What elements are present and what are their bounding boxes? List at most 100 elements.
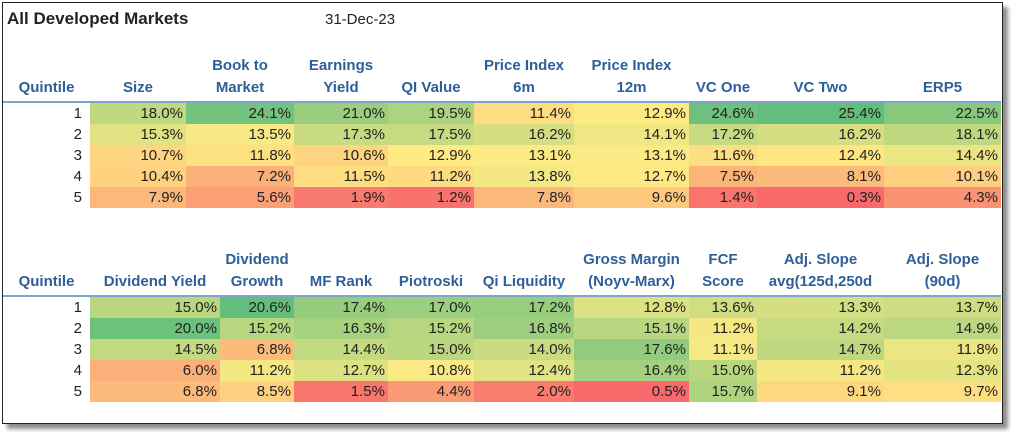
column-header: Book to Market <box>186 55 294 103</box>
value-cell: 16.8% <box>474 318 574 339</box>
value-cell: 7.9% <box>90 187 186 208</box>
value-cell: 12.7% <box>574 166 689 187</box>
value-cell: 14.0% <box>474 339 574 360</box>
column-header: Adj. Slope avg(125d,250d <box>757 249 884 297</box>
quintile-label: 3 <box>3 145 90 166</box>
quintile-header: Quintile <box>3 249 90 297</box>
value-cell: 1.9% <box>294 187 388 208</box>
value-cell: 17.2% <box>689 124 757 145</box>
value-cell: 12.8% <box>574 296 689 318</box>
value-cell: 18.0% <box>90 102 186 124</box>
column-header: Price Index 12m <box>574 55 689 103</box>
value-cell: 15.0% <box>90 296 220 318</box>
value-cell: 15.1% <box>574 318 689 339</box>
value-cell: 6.0% <box>90 360 220 381</box>
value-cell: 21.0% <box>294 102 388 124</box>
value-cell: 17.3% <box>294 124 388 145</box>
column-header: Price Index 6m <box>474 55 574 103</box>
value-cell: 11.4% <box>474 102 574 124</box>
table-row: 2 15.3% 13.5% 17.3% 17.5% 16.2% 14.1% 17.2% 16.2… <box>3 124 1001 145</box>
value-cell: 13.6% <box>689 296 757 318</box>
table-row: 5 6.8% 8.5% 1.5% 4.4% 2.0% 0.5% 15.7% 9.1% 9.7% <box>3 381 1001 402</box>
value-cell: 0.5% <box>574 381 689 402</box>
quintile-label: 1 <box>3 296 90 318</box>
value-cell: 15.3% <box>90 124 186 145</box>
value-cell: 14.4% <box>884 145 1001 166</box>
table-row: 3 10.7% 11.8% 10.6% 12.9% 13.1% 13.1% 11.6% 12.4… <box>3 145 1001 166</box>
value-cell: 13.3% <box>757 296 884 318</box>
value-cell: 13.1% <box>574 145 689 166</box>
value-cell: 13.5% <box>186 124 294 145</box>
value-cell: 11.2% <box>757 360 884 381</box>
value-cell: 22.5% <box>884 102 1001 124</box>
value-cell: 7.5% <box>689 166 757 187</box>
value-cell: 17.6% <box>574 339 689 360</box>
value-cell: 11.1% <box>689 339 757 360</box>
table-row: 4 10.4% 7.2% 11.5% 11.2% 13.8% 12.7% 7.5% 8.1% 10… <box>3 166 1001 187</box>
value-cell: 13.8% <box>474 166 574 187</box>
table-row: 3 14.5% 6.8% 14.4% 15.0% 14.0% 17.6% 11.1% 14.7%… <box>3 339 1001 360</box>
column-header: VC Two <box>757 55 884 103</box>
value-cell: 15.7% <box>689 381 757 402</box>
column-header: VC One <box>689 55 757 103</box>
value-cell: 12.4% <box>474 360 574 381</box>
value-cell: 15.0% <box>689 360 757 381</box>
table-row: 1 15.0% 20.6% 17.4% 17.0% 17.2% 12.8% 13.6% 13.3… <box>3 296 1001 318</box>
value-cell: 1.4% <box>689 187 757 208</box>
column-header: Earnings Yield <box>294 55 388 103</box>
quintile-table-1: Quintile Size Book to Market Earnings Yield… <box>3 55 1001 208</box>
value-cell: 7.2% <box>186 166 294 187</box>
value-cell: 11.5% <box>294 166 388 187</box>
column-header: QI Value <box>388 55 474 103</box>
value-cell: 20.0% <box>90 318 220 339</box>
value-cell: 19.5% <box>388 102 474 124</box>
page-title: All Developed Markets <box>7 9 189 28</box>
value-cell: 9.7% <box>884 381 1001 402</box>
value-cell: 24.6% <box>689 102 757 124</box>
value-cell: 16.3% <box>294 318 388 339</box>
column-header: MF Rank <box>294 249 388 297</box>
value-cell: 12.3% <box>884 360 1001 381</box>
value-cell: 16.2% <box>474 124 574 145</box>
value-cell: 17.4% <box>294 296 388 318</box>
value-cell: 8.1% <box>757 166 884 187</box>
table-row: 2 20.0% 15.2% 16.3% 15.2% 16.8% 15.1% 11.2% 14.2… <box>3 318 1001 339</box>
value-cell: 11.2% <box>689 318 757 339</box>
value-cell: 12.7% <box>294 360 388 381</box>
value-cell: 11.8% <box>186 145 294 166</box>
value-cell: 18.1% <box>884 124 1001 145</box>
quintile-label: 2 <box>3 124 90 145</box>
value-cell: 17.5% <box>388 124 474 145</box>
value-cell: 0.3% <box>757 187 884 208</box>
quintile-label: 5 <box>3 187 90 208</box>
value-cell: 16.4% <box>574 360 689 381</box>
report-date: 31-Dec-23 <box>325 11 396 28</box>
quintile-label: 4 <box>3 360 90 381</box>
value-cell: 20.6% <box>220 296 294 318</box>
value-cell: 12.9% <box>388 145 474 166</box>
quintile-header: Quintile <box>3 55 90 103</box>
value-cell: 25.4% <box>757 102 884 124</box>
quintile-label: 2 <box>3 318 90 339</box>
column-header: Dividend Growth <box>220 249 294 297</box>
value-cell: 2.0% <box>474 381 574 402</box>
column-header: Dividend Yield <box>90 249 220 297</box>
value-cell: 24.1% <box>186 102 294 124</box>
value-cell: 10.7% <box>90 145 186 166</box>
value-cell: 10.8% <box>388 360 474 381</box>
column-header: Gross Margin (Noyv-Marx) <box>574 249 689 297</box>
value-cell: 9.1% <box>757 381 884 402</box>
value-cell: 13.1% <box>474 145 574 166</box>
column-header: Size <box>90 55 186 103</box>
value-cell: 9.6% <box>574 187 689 208</box>
value-cell: 10.4% <box>90 166 186 187</box>
table-row: 5 7.9% 5.6% 1.9% 1.2% 7.8% 9.6% 1.4% 0.3% 4.3% <box>3 187 1001 208</box>
value-cell: 11.2% <box>220 360 294 381</box>
column-header: FCF Score <box>689 249 757 297</box>
value-cell: 14.7% <box>757 339 884 360</box>
value-cell: 6.8% <box>220 339 294 360</box>
column-header: ERP5 <box>884 55 1001 103</box>
value-cell: 13.7% <box>884 296 1001 318</box>
value-cell: 6.8% <box>90 381 220 402</box>
value-cell: 15.0% <box>388 339 474 360</box>
